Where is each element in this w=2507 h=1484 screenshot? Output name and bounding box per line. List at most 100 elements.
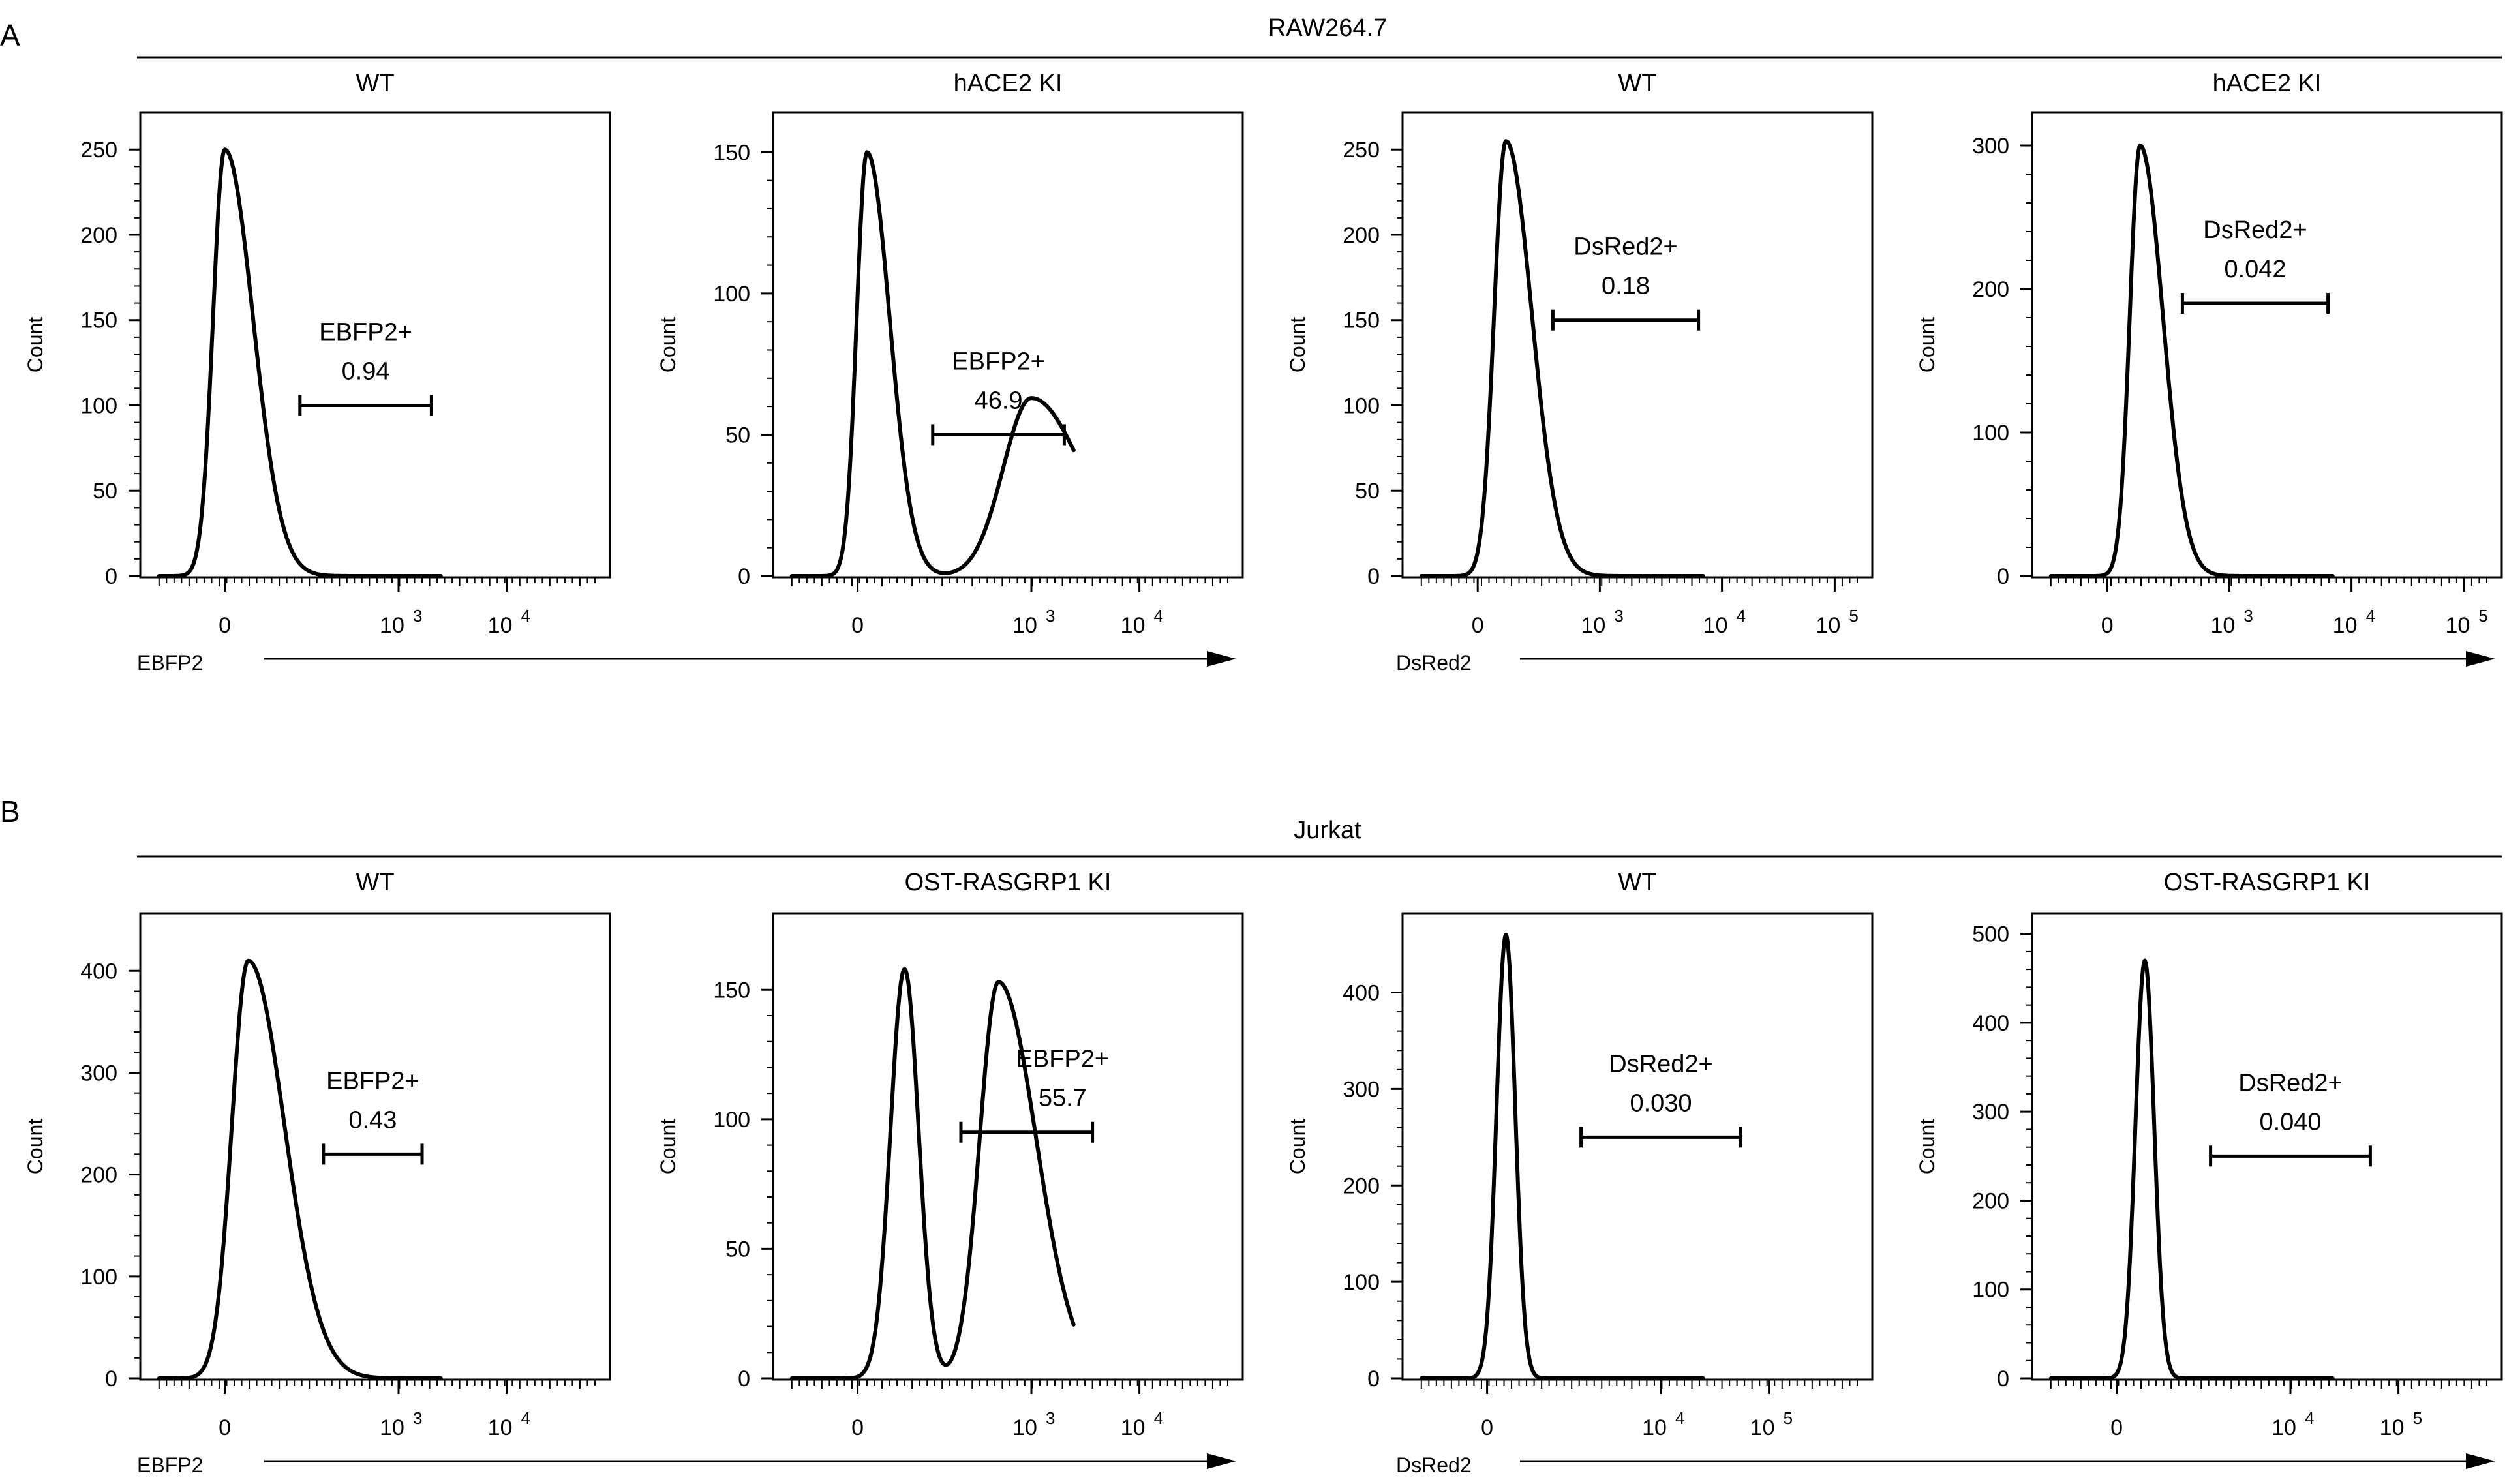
x-tick-exponent: 4	[1154, 1408, 1163, 1428]
y-tick-label: 50	[1355, 479, 1380, 504]
channel-label: DsRed2	[1396, 651, 1472, 674]
gate-name: EBFP2+	[952, 348, 1045, 375]
y-tick-label: 100	[1972, 1278, 2009, 1303]
x-tick-label: 0	[851, 1416, 864, 1440]
gate-name: DsRed2+	[1609, 1050, 1712, 1078]
gate-value: 0.040	[2259, 1108, 2321, 1136]
x-tick-label: 0	[2101, 613, 2114, 638]
plot-title: OST-RASGRP1 KI	[905, 869, 1112, 896]
x-tick-exponent: 4	[2366, 606, 2375, 626]
y-axis-label: Count	[656, 1119, 680, 1175]
channel-arrow-head	[1207, 1453, 1236, 1469]
plot-title: WT	[356, 869, 394, 896]
y-tick-label: 100	[1343, 1270, 1380, 1295]
x-tick-exponent: 5	[1849, 606, 1858, 626]
y-axis-label: Count	[1915, 1119, 1939, 1175]
y-axis-label: Count	[1286, 1119, 1309, 1175]
y-tick-label: 400	[80, 959, 117, 984]
panel-letter-a: A	[0, 18, 20, 52]
x-tick-exponent: 4	[521, 606, 530, 626]
x-tick-label: 10	[1750, 1416, 1775, 1440]
histogram-curve	[1419, 139, 1705, 578]
x-tick-label: 10	[1012, 1416, 1037, 1440]
gate-value: 0.042	[2224, 256, 2286, 283]
x-tick-exponent: 4	[2305, 1408, 2314, 1428]
plot-title: WT	[1618, 869, 1656, 896]
x-tick-label: 10	[488, 613, 513, 638]
gate-value: 46.9	[975, 387, 1023, 414]
x-tick-label: 10	[1121, 613, 1146, 638]
x-tick-label: 0	[1472, 613, 1484, 638]
y-tick-label: 100	[713, 1108, 750, 1132]
x-tick-label: 0	[2110, 1416, 2123, 1440]
x-tick-exponent: 4	[1154, 606, 1163, 626]
y-tick-label: 100	[80, 1265, 117, 1290]
x-tick-label: 0	[219, 613, 231, 638]
x-tick-exponent: 3	[2243, 606, 2253, 626]
y-tick-label: 200	[80, 223, 117, 248]
gate-value: 0.94	[342, 357, 390, 385]
x-tick-label: 10	[2210, 613, 2235, 638]
y-tick-label: 400	[1972, 1011, 2009, 1036]
y-tick-label: 0	[105, 564, 117, 589]
x-tick-exponent: 3	[1046, 1408, 1055, 1428]
x-tick-exponent: 4	[521, 1408, 530, 1428]
y-tick-label: 50	[93, 479, 117, 504]
y-tick-label: 400	[1343, 981, 1380, 1006]
plot-title: WT	[1618, 70, 1656, 97]
channel-label: DsRed2	[1396, 1453, 1472, 1477]
x-tick-exponent: 4	[1675, 1408, 1684, 1428]
gate-value: 0.18	[1602, 273, 1650, 300]
panel-letter-b: B	[0, 795, 20, 828]
x-tick-label: 10	[1012, 613, 1037, 638]
plot-title: hACE2 KI	[954, 70, 1063, 97]
plot-frame	[2031, 111, 2503, 579]
plot-title: OST-RASGRP1 KI	[2164, 869, 2371, 896]
y-tick-label: 300	[1972, 134, 2009, 159]
x-tick-label: 10	[1703, 613, 1728, 638]
x-tick-label: 10	[2333, 613, 2358, 638]
x-tick-label: 10	[1581, 613, 1605, 638]
x-tick-exponent: 3	[413, 1408, 422, 1428]
y-tick-label: 200	[1343, 223, 1380, 248]
y-tick-label: 100	[713, 282, 750, 307]
y-tick-label: 200	[1972, 1189, 2009, 1213]
gate-name: EBFP2+	[319, 318, 412, 346]
y-axis-label: Count	[23, 1119, 47, 1175]
x-tick-label: 10	[1642, 1416, 1667, 1440]
x-tick-label: 0	[219, 1416, 231, 1440]
y-tick-label: 200	[80, 1163, 117, 1188]
y-tick-label: 0	[1367, 1367, 1380, 1391]
gate-value: 55.7	[1039, 1085, 1087, 1112]
y-axis-label: Count	[23, 317, 47, 373]
plot-frame	[772, 912, 1244, 1381]
histogram-curve	[2048, 958, 2335, 1380]
y-tick-label: 300	[1343, 1077, 1380, 1102]
y-tick-label: 500	[1972, 922, 2009, 947]
y-tick-label: 150	[1343, 309, 1380, 333]
plot-frame	[139, 912, 611, 1381]
x-tick-label: 10	[2380, 1416, 2405, 1440]
y-tick-label: 200	[1343, 1174, 1380, 1198]
plot-title: hACE2 KI	[2213, 70, 2322, 97]
y-tick-label: 0	[738, 564, 750, 589]
gate-name: DsRed2+	[2203, 217, 2307, 244]
gate-name: EBFP2+	[326, 1067, 419, 1095]
y-axis-label: Count	[656, 317, 680, 373]
channel-arrow-head	[2466, 651, 2495, 667]
x-tick-label: 0	[851, 613, 864, 638]
channel-arrow-head	[1207, 651, 1236, 667]
histogram-curve	[2048, 144, 2335, 578]
histogram-curve	[789, 967, 1076, 1380]
x-tick-exponent: 5	[2413, 1408, 2422, 1428]
x-tick-exponent: 4	[1737, 606, 1746, 626]
y-tick-label: 0	[1997, 1367, 2009, 1391]
y-tick-label: 300	[1972, 1100, 2009, 1125]
y-tick-label: 150	[713, 140, 750, 165]
x-tick-label: 10	[1816, 613, 1840, 638]
plot-frame	[2031, 912, 2503, 1381]
y-axis-label: Count	[1915, 317, 1939, 373]
plot-title: WT	[356, 70, 394, 97]
x-tick-label: 10	[2271, 1416, 2296, 1440]
plot-frame	[772, 111, 1244, 579]
